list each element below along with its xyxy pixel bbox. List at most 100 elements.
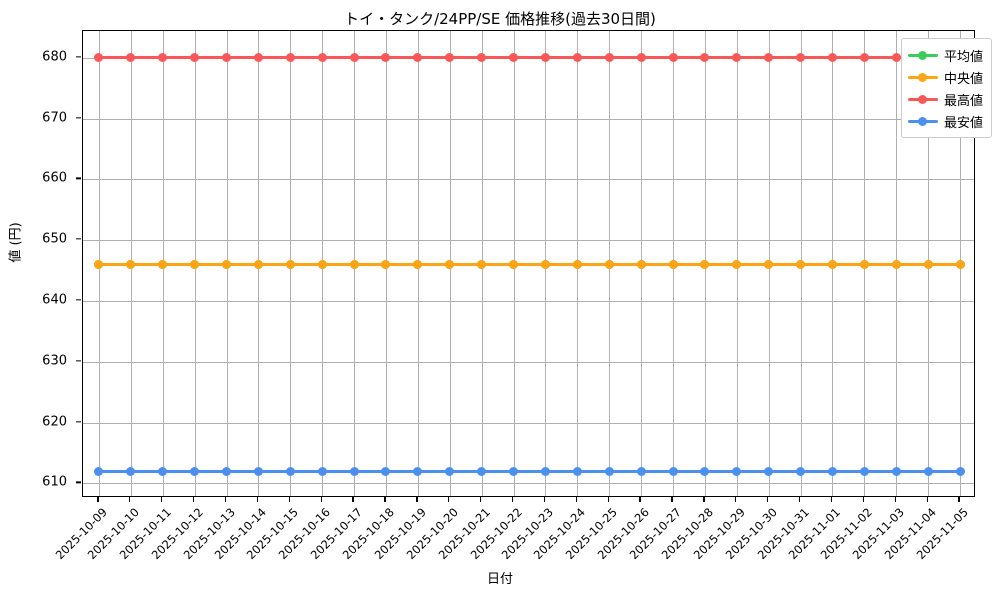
series-line-segment <box>481 263 514 266</box>
series-line-segment <box>258 56 291 60</box>
data-point-marker <box>700 260 710 269</box>
series-line-segment <box>385 56 418 60</box>
x-tick-mark <box>735 497 737 502</box>
series-line-segment <box>130 469 163 473</box>
x-tick-mark <box>958 497 960 502</box>
data-point-marker <box>477 466 487 476</box>
series-line-segment <box>449 263 482 266</box>
data-point-marker <box>413 466 423 476</box>
data-point-marker <box>94 260 104 269</box>
y-axis-ticks: 610 620 630 640 650 660 670 680 <box>0 30 81 497</box>
x-tick-mark <box>703 497 705 502</box>
data-point-marker <box>636 53 646 63</box>
x-tick-mark <box>671 497 673 502</box>
legend-swatch-icon <box>907 114 938 128</box>
series-line-segment <box>896 469 929 473</box>
x-tick-mark <box>161 497 163 502</box>
series-line-segment <box>354 56 386 60</box>
data-point-marker <box>126 260 136 269</box>
x-tick-mark <box>97 497 99 502</box>
data-point-marker <box>349 466 359 476</box>
plot-area <box>82 30 975 497</box>
series-line-segment <box>577 469 610 473</box>
series-line-segment <box>641 56 674 60</box>
x-tick-mark <box>192 497 195 502</box>
series-line-segment <box>162 469 195 473</box>
series-line-segment <box>641 469 674 473</box>
data-point-marker <box>126 466 136 476</box>
x-tick-mark <box>830 497 833 502</box>
legend-item-中央値[interactable]: 中央値 <box>907 66 983 88</box>
data-point-marker <box>827 466 837 476</box>
gridline-horizontal <box>83 240 974 242</box>
legend-item-最高値[interactable]: 最高値 <box>907 88 983 110</box>
data-point-marker <box>349 53 359 63</box>
data-point-marker <box>253 260 263 269</box>
legend-item-最安値[interactable]: 最安値 <box>907 110 983 132</box>
series-line-segment <box>162 56 195 60</box>
series-line-segment <box>258 263 291 266</box>
x-tick-mark <box>384 497 386 502</box>
series-line-segment <box>673 56 705 60</box>
x-tick-mark <box>129 497 131 502</box>
gridline-horizontal <box>83 483 974 485</box>
series-line-segment <box>609 56 642 60</box>
data-point-marker <box>572 260 582 269</box>
data-point-marker <box>285 260 295 269</box>
series-line-segment <box>800 56 833 60</box>
series-line-segment <box>226 56 259 60</box>
series-line-segment <box>577 56 610 60</box>
data-point-marker <box>381 53 391 63</box>
x-tick-mark <box>320 497 322 502</box>
data-point-marker <box>477 260 487 269</box>
y-tick-mark <box>76 177 81 180</box>
y-tick-mark <box>76 360 81 362</box>
data-point-marker <box>955 260 965 269</box>
series-line-segment <box>864 469 897 473</box>
data-point-marker <box>859 466 869 476</box>
legend-swatch-icon <box>907 70 938 84</box>
series-line-segment <box>354 263 386 266</box>
data-point-marker <box>540 466 550 476</box>
series-line-segment <box>704 56 737 60</box>
legend-swatch-icon <box>907 48 938 62</box>
y-tick-mark <box>76 238 81 240</box>
chart-legend: 平均値 中央値 最高値 最安値 <box>900 38 992 138</box>
data-point-marker <box>891 260 901 269</box>
series-line-segment <box>768 263 801 266</box>
data-point-marker <box>572 53 582 63</box>
x-axis-ticks: 2025-10-09 2025-10-10 2025-10-11 2025-10-12… <box>53 497 975 597</box>
data-point-marker <box>509 466 519 476</box>
data-point-marker <box>540 53 550 63</box>
legend-item-平均値[interactable]: 平均値 <box>907 44 983 66</box>
series-line-segment <box>800 469 833 473</box>
x-tick-mark <box>256 497 259 502</box>
data-point-marker <box>158 260 168 269</box>
data-point-marker <box>700 466 710 476</box>
series-line-segment <box>641 263 674 266</box>
series-line-segment <box>832 263 865 266</box>
gridline-horizontal <box>83 422 974 424</box>
series-line-segment <box>928 263 961 266</box>
data-point-marker <box>827 53 837 63</box>
data-point-marker <box>700 53 710 63</box>
x-tick-mark <box>862 497 865 502</box>
y-tick-mark <box>76 420 81 423</box>
data-point-marker <box>445 53 455 63</box>
data-point-marker <box>317 466 327 476</box>
series-line-segment <box>609 469 642 473</box>
data-point-marker <box>764 466 774 476</box>
series-line-segment <box>130 56 163 60</box>
data-point-marker <box>253 466 263 476</box>
series-line-segment <box>704 263 737 266</box>
data-point-marker <box>668 260 678 269</box>
series-line-segment <box>194 263 227 266</box>
data-point-marker <box>796 466 806 476</box>
data-point-marker <box>509 260 519 269</box>
series-line-segment <box>864 56 897 60</box>
chart-title: トイ・タンク/24PP/SE 価格推移(過去30日間) <box>344 10 656 28</box>
series-line-segment <box>130 263 163 266</box>
series-line-segment <box>98 263 131 266</box>
data-point-marker <box>764 260 774 269</box>
